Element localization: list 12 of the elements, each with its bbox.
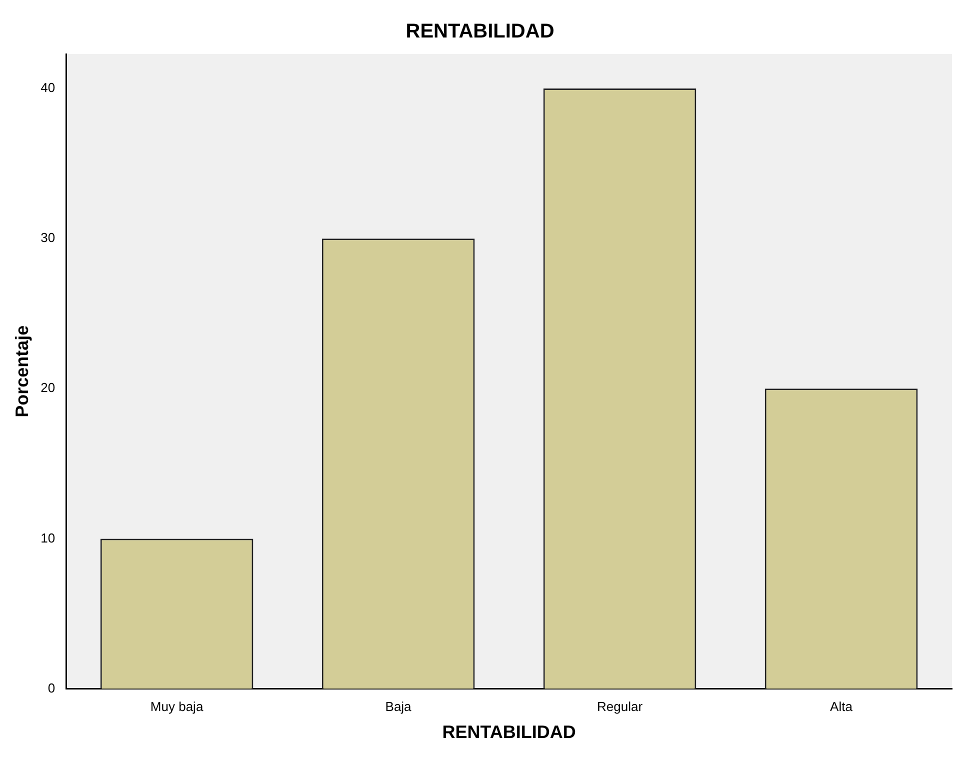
y-tick-label: 30 <box>40 230 56 246</box>
x-axis-title: RENTABILIDAD <box>442 722 576 742</box>
x-tick-label: Alta <box>830 699 854 714</box>
x-tick-label: Muy baja <box>150 699 204 714</box>
y-axis-title: Porcentaje <box>12 325 32 418</box>
y-tick-label: 10 <box>40 530 56 546</box>
x-tick-label: Baja <box>385 699 412 714</box>
x-tick-label: Regular <box>597 699 644 714</box>
y-tick-label: 0 <box>48 680 56 696</box>
y-tick-label: 20 <box>40 380 56 396</box>
chart-title: RENTABILIDAD <box>406 20 554 43</box>
y-tick-label: 40 <box>40 80 56 96</box>
